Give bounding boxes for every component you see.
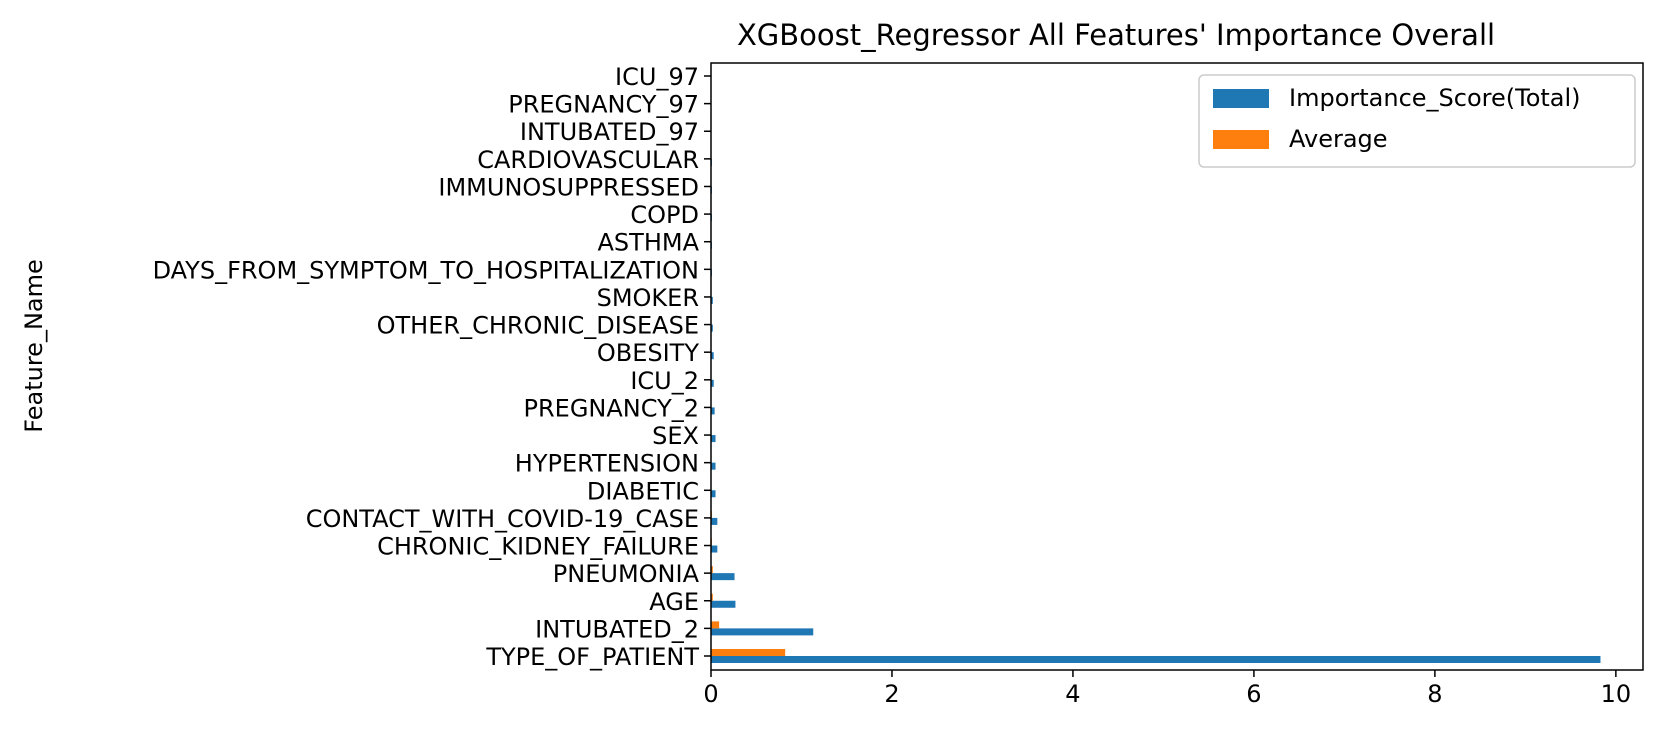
y-tick-label: ICU_97 [615,63,699,91]
bar-total-hypertension [711,462,716,470]
x-tick-label: 6 [1246,680,1261,708]
y-tick-label: DAYS_FROM_SYMPTOM_TO_HOSPITALIZATION [153,256,699,284]
legend-box [1198,74,1636,168]
bar-total-pneumonia [711,573,735,581]
y-tick-label: PREGNANCY_2 [524,394,700,422]
bar-total-sex [711,435,716,443]
y-tick-label: AGE [649,588,699,616]
x-tick-label: 10 [1601,680,1632,708]
bars-layer [711,158,1601,663]
x-tick-label: 2 [884,680,899,708]
y-tick-label: TYPE_OF_PATIENT [485,643,699,671]
bar-total-other_chronic_disease [711,324,713,332]
y-tick-label: CONTACT_WITH_COVID-19_CASE [306,505,699,533]
y-tick-label: SEX [652,422,699,450]
y-ticks: TYPE_OF_PATIENTINTUBATED_2AGEPNEUMONIACH… [153,63,711,671]
y-tick-label: OTHER_CHRONIC_DISEASE [377,312,699,340]
chart-title: XGBoost_Regressor All Features' Importan… [737,18,1495,52]
x-tick-label: 0 [703,680,718,708]
plot-frame [710,62,1644,671]
bar-total-icu_2 [711,379,714,387]
bar-total-pregnancy_2 [711,407,715,415]
legend-swatch-total [1213,89,1269,108]
y-tick-label: DIABETIC [587,477,699,505]
bar-total-contact_with_covid-19_case [711,517,718,525]
y-tick-label: ICU_2 [630,367,699,395]
bar-total-diabetic [711,490,716,498]
bar-total-chronic_kidney_failure [711,545,718,553]
y-tick-label: INTUBATED_2 [535,615,699,643]
y-tick-label: PREGNANCY_97 [508,91,699,119]
bar-average-age [711,593,713,601]
bar-average-type_of_patient [711,649,786,656]
bar-total-smoker [711,296,713,304]
y-tick-label: ASTHMA [598,229,700,257]
bar-average-intubated_2 [711,621,720,629]
legend-label-total: Importance_Score(Total) [1289,84,1581,112]
y-tick-label: PNEUMONIA [553,560,700,588]
x-tick-label: 8 [1427,680,1442,708]
bar-total-intubated_2 [711,628,814,636]
bar-average-pneumonia [711,566,713,574]
y-tick-label: COPD [630,201,699,229]
y-tick-label: CARDIOVASCULAR [477,146,699,174]
y-tick-label: IMMUNOSUPPRESSED [438,173,699,201]
y-tick-label: OBESITY [597,339,699,367]
legend-label-average: Average [1289,125,1388,153]
legend-swatch-average [1213,130,1269,149]
y-axis-label: Feature_Name [20,259,48,433]
bar-total-type_of_patient [711,656,1601,663]
y-tick-label: SMOKER [597,284,699,312]
bar-total-age [711,600,736,608]
y-tick-label: HYPERTENSION [515,450,699,478]
y-tick-label: CHRONIC_KIDNEY_FAILURE [377,533,699,561]
x-tick-label: 4 [1065,680,1080,708]
bar-total-obesity [711,352,714,360]
x-ticks: 0 2 4 6 8 10 [703,670,1631,708]
legend: Importance_Score(Total) Average [1198,74,1636,168]
y-tick-label: INTUBATED_97 [520,118,699,146]
